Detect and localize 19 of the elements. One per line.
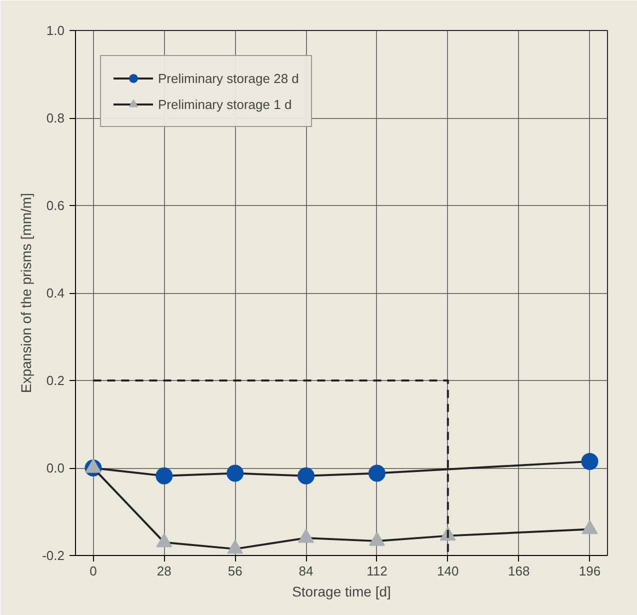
x-tick-label: 84 (298, 564, 314, 578)
y-tick-label: 0.4 (46, 286, 65, 300)
y-tick-label: -0.2 (42, 548, 65, 563)
x-tick-label: 0 (90, 564, 97, 578)
x-tick-label: 56 (228, 564, 242, 578)
x-axis-title: Storage time [d] (292, 584, 391, 600)
x-tick-label: 168 (508, 564, 530, 578)
y-tick-label: 0.0 (46, 460, 65, 476)
y-axis-title: Expansion of the prisms [mm/m] (18, 193, 34, 393)
y-tick-label: 1.0 (46, 23, 65, 38)
y-tick-label: 0.6 (46, 198, 65, 213)
x-tick-label: 28 (156, 564, 172, 578)
x-tick-label: 196 (578, 564, 601, 578)
y-tick-label: 0.8 (46, 110, 65, 126)
y-tick-label: 0.2 (46, 373, 65, 388)
x-tick-label: 112 (366, 564, 388, 578)
legend-label: Preliminary storage 1 d (158, 96, 292, 112)
x-tick-label: 140 (437, 564, 459, 578)
legend-label: Preliminary storage 28 d (158, 70, 299, 86)
